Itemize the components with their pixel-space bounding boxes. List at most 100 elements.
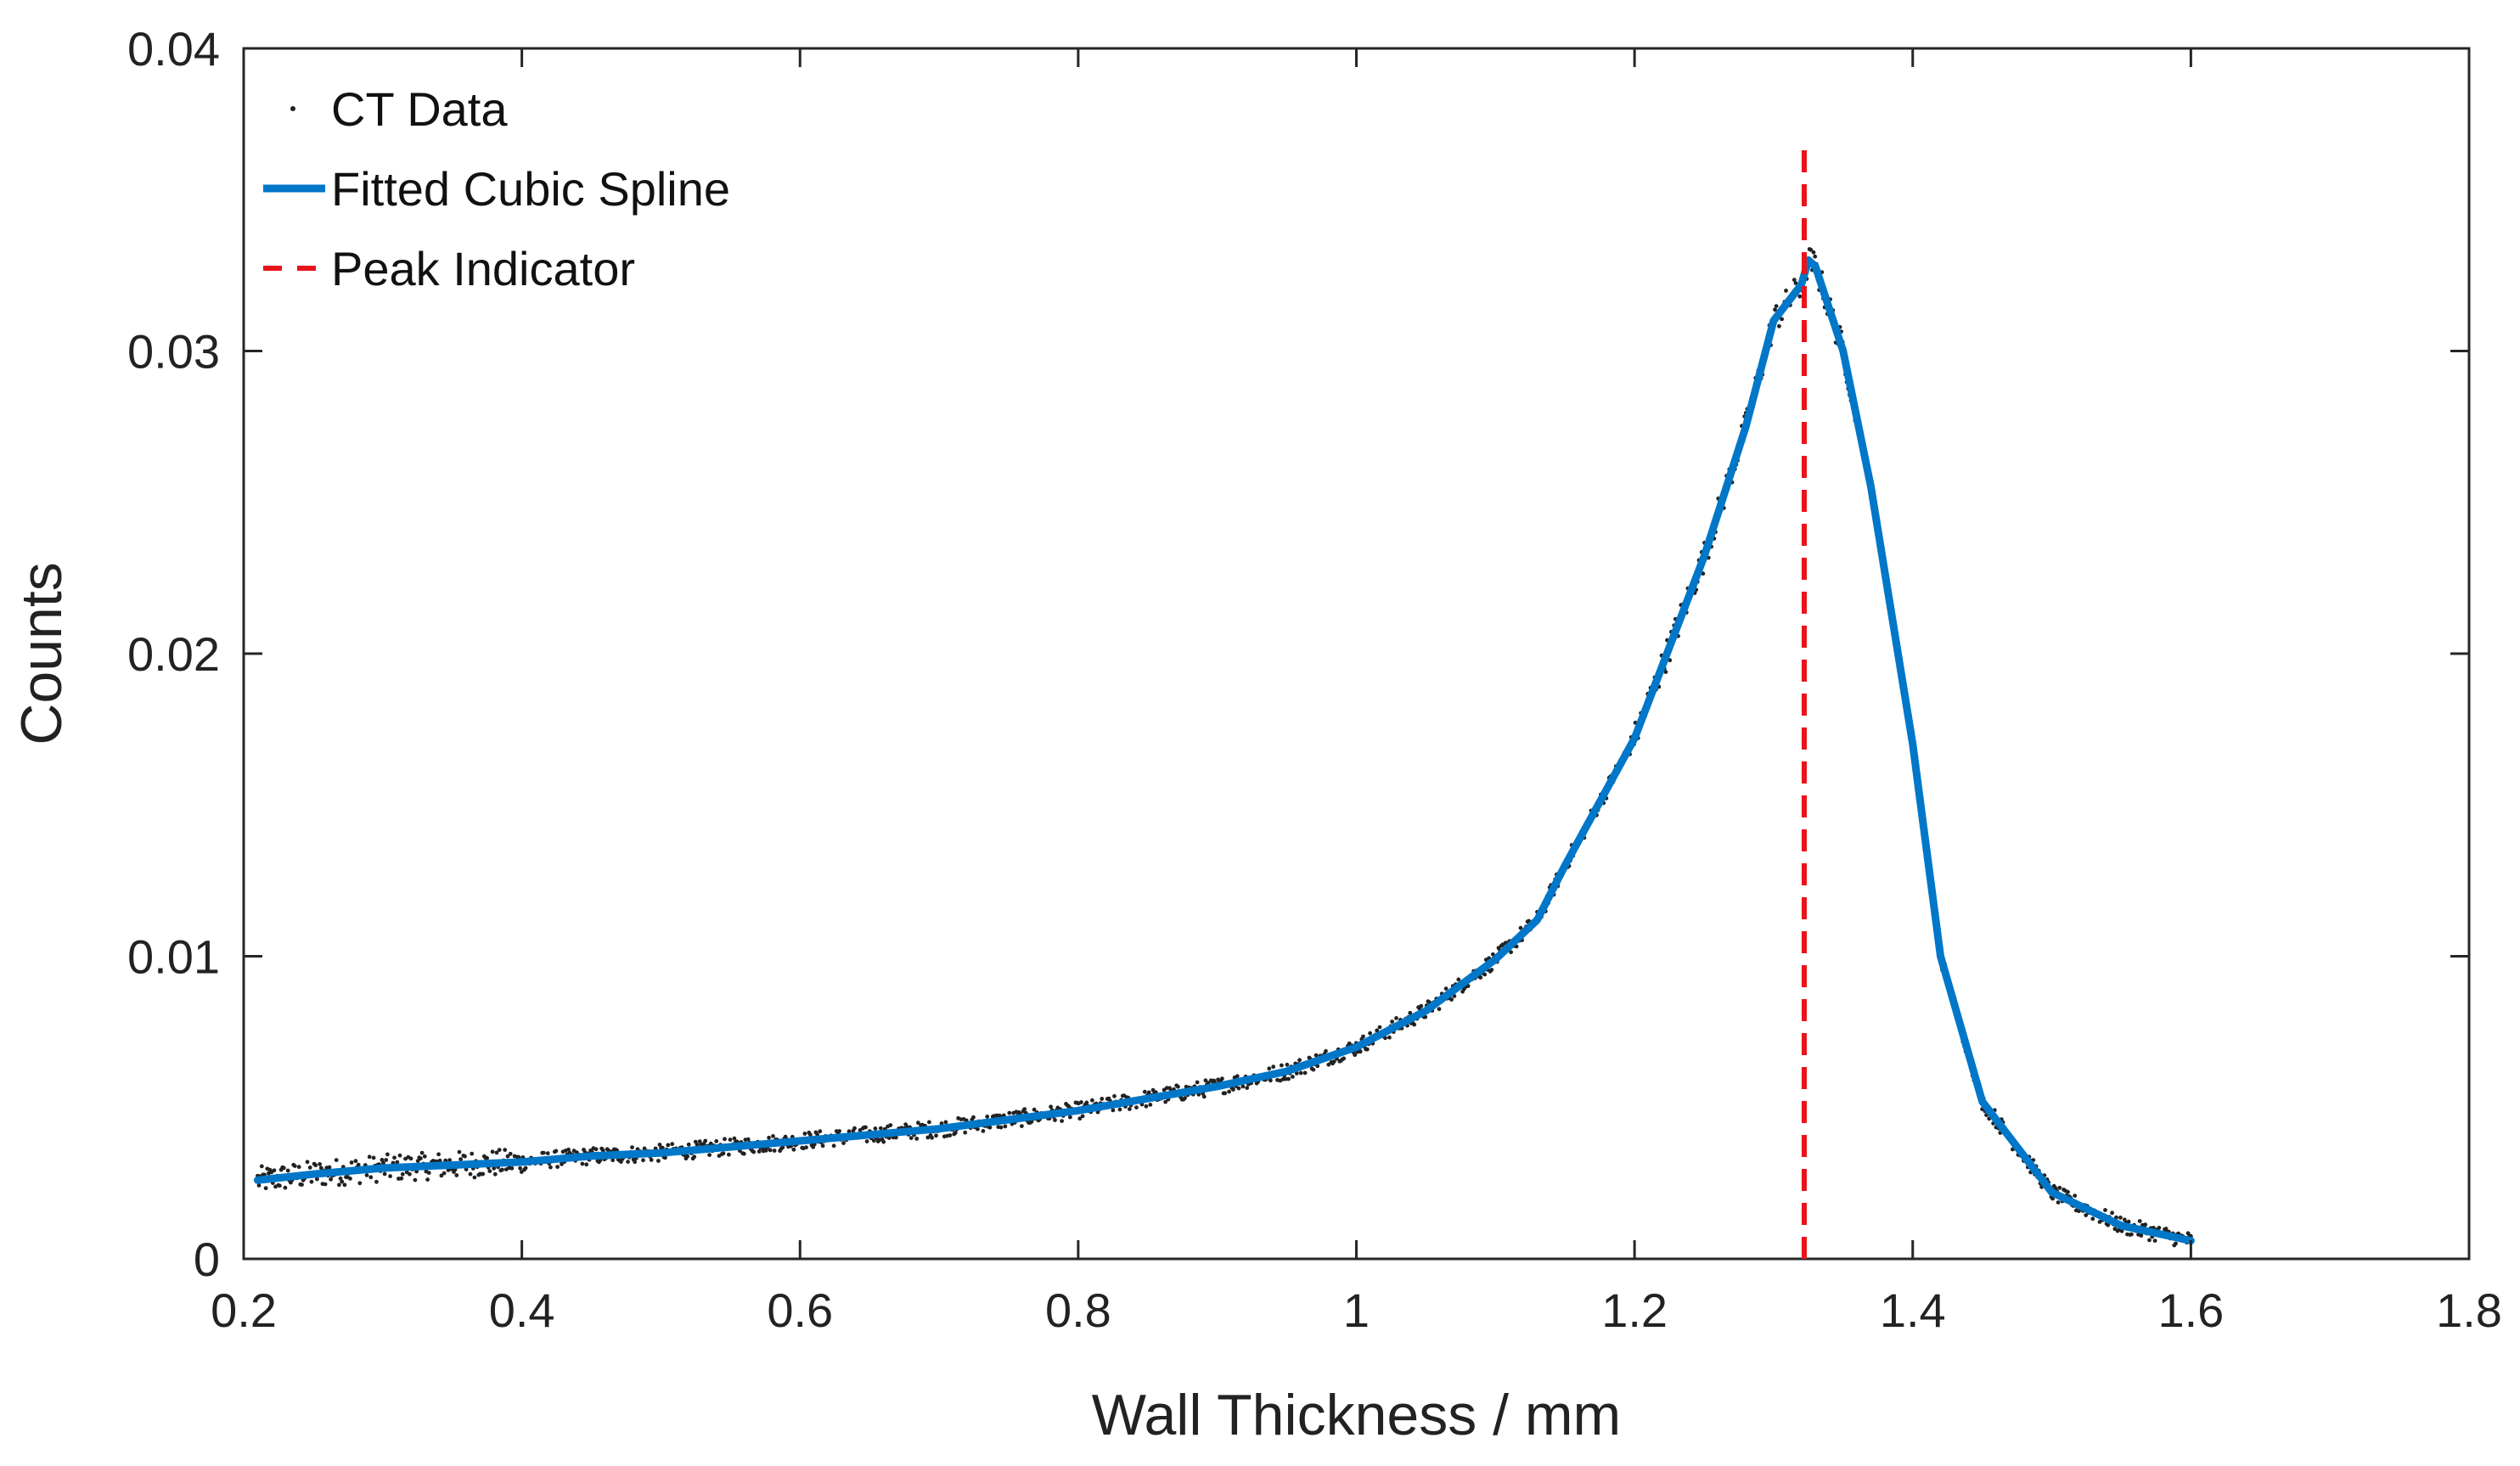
ct-data-point bbox=[272, 1168, 277, 1173]
ct-data-point bbox=[1311, 1067, 1316, 1072]
ct-data-point bbox=[1267, 1066, 1272, 1071]
ct-data-point bbox=[2106, 1222, 2111, 1227]
ct-data-point bbox=[380, 1158, 385, 1162]
ct-data-point bbox=[1066, 1104, 1072, 1109]
y-tick-label: 0 bbox=[194, 1233, 220, 1286]
ct-data-point bbox=[1518, 925, 1523, 930]
ct-data-point bbox=[1364, 1047, 1370, 1052]
ct-data-point bbox=[1353, 1053, 1358, 1058]
ct-data-point bbox=[1068, 1115, 1072, 1120]
y-tick-label: 0.02 bbox=[127, 627, 220, 681]
ct-data-point bbox=[626, 1160, 630, 1164]
ct-data-point bbox=[2126, 1219, 2131, 1224]
ct-data-point bbox=[437, 1158, 442, 1163]
ct-data-point bbox=[1437, 1007, 1442, 1012]
ct-data-point bbox=[1271, 1064, 1276, 1070]
x-tick-label: 1.4 bbox=[1880, 1283, 1946, 1337]
ct-data-point bbox=[454, 1173, 459, 1177]
ct-data-point bbox=[1080, 1114, 1085, 1119]
ct-data-point bbox=[1808, 247, 1814, 252]
ct-data-point bbox=[580, 1161, 585, 1166]
ct-data-point bbox=[296, 1165, 301, 1170]
ct-data-point bbox=[1423, 1014, 1428, 1019]
ct-data-point bbox=[1368, 1031, 1372, 1036]
ct-data-point bbox=[329, 1177, 333, 1182]
ct-data-point bbox=[259, 1164, 264, 1169]
ct-data-point bbox=[1268, 1078, 1273, 1083]
ct-data-point bbox=[1235, 1074, 1240, 1079]
ct-data-point bbox=[2066, 1189, 2070, 1194]
ct-data-point bbox=[864, 1139, 869, 1143]
ct-data-point bbox=[2129, 1232, 2134, 1237]
ct-data-point bbox=[818, 1129, 823, 1134]
ct-data-point bbox=[1297, 1058, 1302, 1063]
ct-data-point bbox=[1383, 1036, 1387, 1041]
ct-data-point bbox=[2057, 1185, 2062, 1190]
ct-data-point bbox=[593, 1147, 599, 1152]
ct-data-point bbox=[1774, 304, 1779, 308]
ct-data-point bbox=[349, 1160, 354, 1165]
ct-data-point bbox=[916, 1121, 920, 1126]
ct-data-point bbox=[1773, 307, 1777, 312]
ct-data-point bbox=[315, 1177, 319, 1182]
ct-data-point bbox=[1793, 281, 1798, 285]
ct-data-point bbox=[490, 1149, 495, 1154]
ct-data-point bbox=[1302, 1070, 1308, 1076]
ct-data-point bbox=[492, 1171, 498, 1177]
ct-data-point bbox=[2152, 1239, 2157, 1243]
ct-data-point bbox=[395, 1160, 400, 1165]
legend-item-ct-data: CT Data bbox=[290, 82, 508, 136]
ct-data-point bbox=[458, 1157, 463, 1161]
ct-data-point bbox=[1111, 1108, 1116, 1113]
legend-label-fitted-spline: Fitted Cubic Spline bbox=[331, 162, 730, 216]
ct-data-point bbox=[1331, 1059, 1336, 1064]
ct-data-point bbox=[2119, 1228, 2124, 1233]
ct-data-point bbox=[492, 1165, 497, 1171]
ct-data-point bbox=[1412, 1022, 1417, 1027]
ct-data-point bbox=[863, 1125, 868, 1130]
ct-data-point bbox=[1007, 1110, 1012, 1115]
ct-data-point bbox=[472, 1175, 477, 1180]
ct-data-point bbox=[953, 1131, 958, 1135]
ct-data-point bbox=[263, 1186, 268, 1191]
ct-data-point bbox=[1176, 1084, 1180, 1089]
ct-data-point bbox=[925, 1135, 931, 1140]
ct-data-point bbox=[436, 1152, 441, 1157]
ct-data-point bbox=[1663, 670, 1668, 674]
ct-data-point bbox=[2163, 1227, 2168, 1231]
ct-data-point bbox=[1227, 1089, 1231, 1094]
ct-data-point bbox=[353, 1159, 358, 1164]
ct-data-point bbox=[820, 1143, 825, 1149]
ct-data-point bbox=[337, 1182, 341, 1188]
ct-data-point bbox=[508, 1151, 513, 1156]
ct-data-point bbox=[837, 1129, 841, 1133]
ct-data-point bbox=[457, 1149, 462, 1154]
ct-data-point bbox=[630, 1145, 634, 1149]
ct-data-point bbox=[1326, 1062, 1331, 1067]
ct-data-point bbox=[808, 1132, 813, 1137]
ct-data-point bbox=[657, 1143, 662, 1147]
ct-data-point bbox=[300, 1182, 304, 1187]
ct-data-point bbox=[1020, 1124, 1024, 1128]
ct-data-point bbox=[1220, 1076, 1224, 1081]
ct-data-point bbox=[656, 1159, 661, 1163]
ct-data-point bbox=[2050, 1196, 2056, 1201]
ct-data-point bbox=[307, 1165, 312, 1170]
ct-data-point bbox=[641, 1158, 645, 1163]
ct-data-point bbox=[771, 1134, 775, 1138]
legend: CT Data Fitted Cubic Spline Peak Indicat… bbox=[263, 82, 730, 295]
ct-data-point bbox=[388, 1174, 392, 1178]
ct-data-point bbox=[2174, 1241, 2178, 1246]
ct-data-point bbox=[1509, 950, 1513, 955]
ct-data-point bbox=[566, 1147, 571, 1152]
ct-data-point bbox=[767, 1135, 771, 1140]
ct-data-point bbox=[2143, 1222, 2148, 1227]
ct-data-point bbox=[555, 1165, 560, 1169]
ct-data-point bbox=[1478, 975, 1483, 980]
ct-data-point bbox=[1377, 1025, 1382, 1030]
ct-data-point bbox=[1358, 1049, 1363, 1054]
axis-ticks: 0.2 0.4 0.6 0.8 1 1.2 1.4 1.6 1.8 0 0.01 0.02 0.03 0.… bbox=[127, 22, 2502, 1337]
ct-data-point bbox=[384, 1158, 389, 1162]
ct-data-point bbox=[392, 1155, 397, 1160]
